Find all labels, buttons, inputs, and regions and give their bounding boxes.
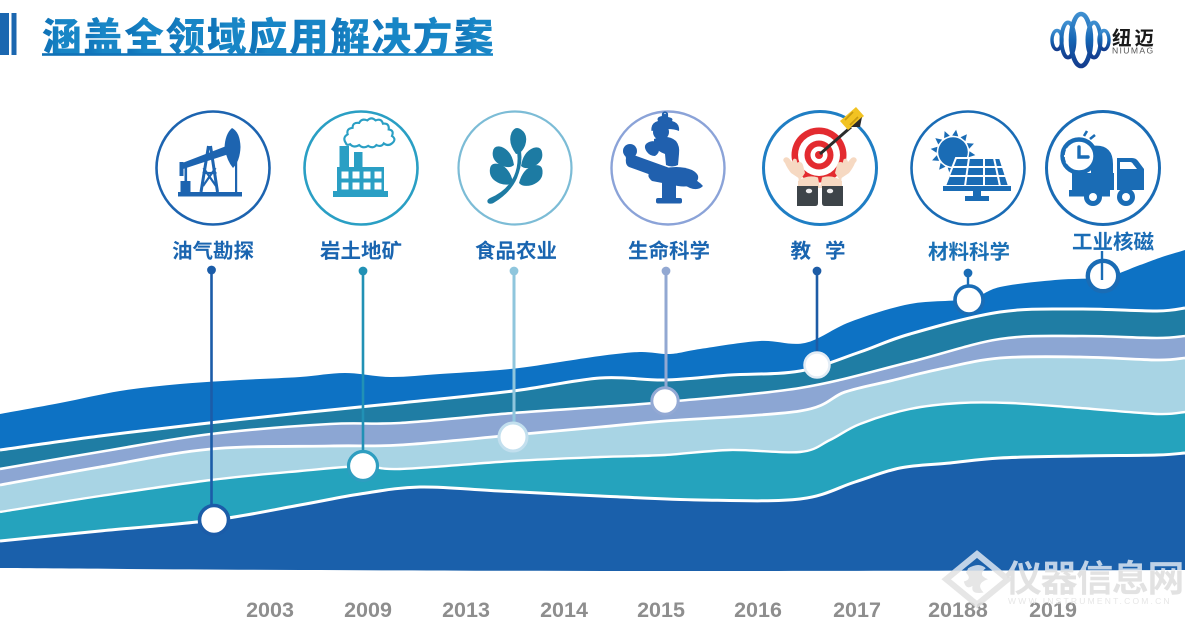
svg-text:2019: 2019 — [1029, 598, 1077, 622]
svg-text:2013: 2013 — [442, 598, 490, 622]
svg-text:2014: 2014 — [540, 598, 588, 622]
svg-text:2017: 2017 — [833, 598, 881, 622]
svg-text:WWW.INSTRUMENT.COM.CN: WWW.INSTRUMENT.COM.CN — [1008, 596, 1172, 606]
svg-text:2015: 2015 — [637, 598, 685, 622]
svg-text:2016: 2016 — [734, 598, 782, 622]
svg-text:2009: 2009 — [344, 598, 392, 622]
svg-text:NIUMAG: NIUMAG — [1112, 46, 1154, 56]
svg-text:2003: 2003 — [246, 598, 294, 622]
